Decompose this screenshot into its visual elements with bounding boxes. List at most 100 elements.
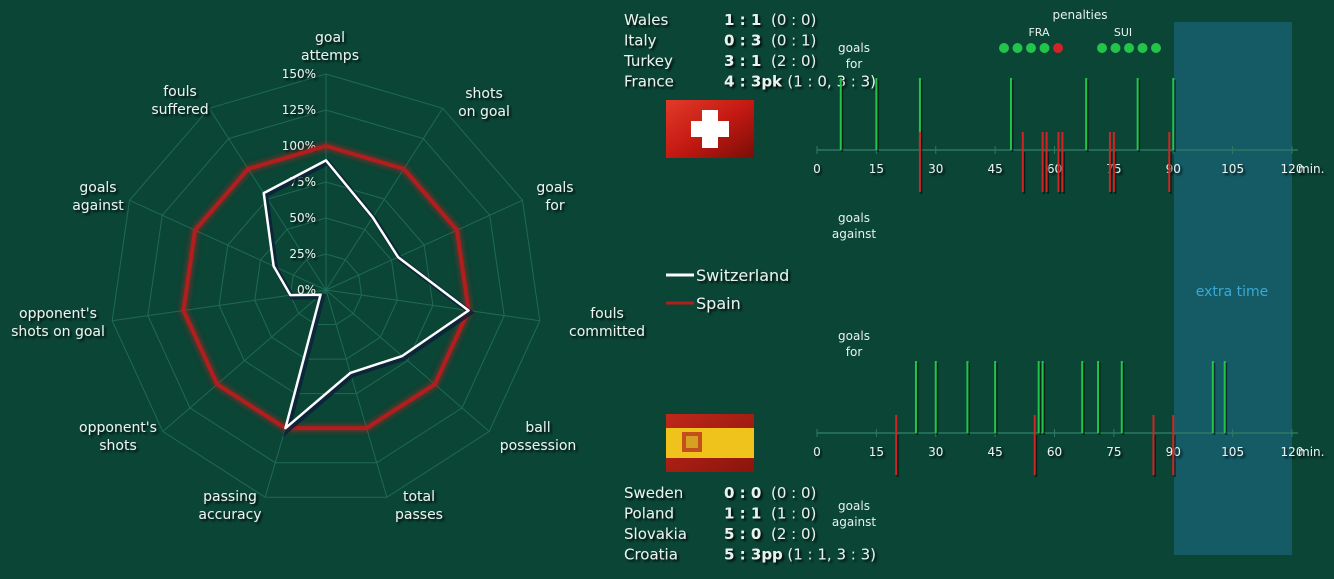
radar-tick-label: 25%	[289, 247, 316, 261]
match-score: 1 : 1	[724, 505, 761, 523]
radar-axis-label-line: for	[545, 198, 564, 214]
radar-axis-label-line: attemps	[301, 48, 359, 64]
penalty-scored-dot	[1012, 43, 1023, 53]
match-team: Italy	[624, 32, 657, 50]
radar-tick-label: 0%	[297, 283, 316, 297]
timeline-tick-label: 90	[1166, 162, 1181, 176]
timeline-tick-label: 45	[987, 162, 1002, 176]
radar-spoke	[325, 289, 540, 322]
radar-axis-label-line: goals	[536, 180, 573, 196]
penalty-scored-dot	[1124, 43, 1134, 53]
radar-axis-label-line: passing	[203, 489, 257, 505]
radar-axis-label-line: total	[403, 489, 435, 505]
radar-axis-label-line: on goal	[458, 104, 510, 120]
radar-axis-label: shots on goal	[458, 86, 510, 120]
radar-axis-label-line: shots	[99, 438, 137, 454]
legend-spain-label: Spain	[696, 294, 741, 313]
penalty-scored-dot	[1110, 43, 1121, 53]
match-detail: (1 : 1, 3 : 3)	[787, 546, 876, 564]
radar-series-switzerland	[262, 159, 470, 430]
radar-series	[180, 142, 475, 438]
radar-axis-label-line: opponent's	[79, 420, 157, 436]
radar-grid	[111, 73, 541, 498]
radar-axis-label-line: goal	[315, 30, 345, 46]
sui-goals-against-label: goals against	[832, 211, 877, 241]
extra-time-band	[1174, 22, 1292, 555]
timeline-tick-label: 0	[813, 445, 821, 459]
penalty-scored-dot	[999, 43, 1009, 53]
switzerland-flag	[666, 100, 754, 158]
radar-axis-label-line: passes	[395, 507, 443, 523]
timeline-tick-label: 105	[1221, 162, 1244, 176]
timeline-unit: min.	[1298, 162, 1324, 176]
match-detail: (2 : 0)	[771, 525, 816, 543]
radar-axis-label: opponent's shots	[79, 420, 157, 454]
match-score: 5 : 0	[724, 525, 761, 543]
match-team: Slovakia	[624, 525, 687, 543]
penalty-scored-dot	[1097, 43, 1107, 53]
penalties: penalties FRA SUI	[999, 8, 1161, 53]
penalty-scored-dot	[1151, 43, 1161, 53]
radar-axis-label-line: fouls	[590, 306, 624, 322]
radar-axis-label-line: shots	[465, 86, 503, 102]
extra-time-label: extra time	[1196, 284, 1269, 300]
match-detail: (0 : 0)	[771, 484, 816, 502]
radar-chart: 0%25%50%75%100%125%150% goal attempsshots…	[11, 30, 645, 523]
match-team: Wales	[624, 11, 668, 29]
radar-ring	[254, 217, 398, 360]
radar-spoke	[325, 199, 523, 291]
timeline-tick-label: 30	[928, 445, 943, 459]
match-team: Croatia	[624, 546, 678, 564]
esp-goals-for-label: goals for	[838, 329, 870, 359]
radar-ring	[289, 253, 363, 326]
radar-spoke	[325, 289, 490, 432]
radar-axis-label-line: possession	[500, 438, 577, 454]
match-score: 5 : 3pp	[724, 546, 783, 564]
timeline-tick-label: 120	[1281, 445, 1304, 459]
radar-axis-label: goals against	[72, 180, 124, 214]
radar-tick-label: 50%	[289, 211, 316, 225]
radar-axis-label-line: shots on goal	[11, 324, 105, 340]
radar-axis-label: fouls committed	[569, 306, 645, 340]
match-score: 0 : 0	[724, 484, 761, 502]
timeline-tick-label: 120	[1281, 162, 1304, 176]
timeline-tick-label: 30	[928, 162, 943, 176]
switzerland-timeline: 0153045607590105120min.	[813, 78, 1324, 194]
radar-axis-label-line: ball	[525, 420, 550, 436]
match-team: France	[624, 73, 674, 91]
penalties-title: penalties	[1053, 8, 1108, 22]
match-detail: (1 : 0)	[771, 505, 816, 523]
switzerland-match-list: Wales 1 : 1 (0 : 0) Italy 0 : 3 (0 : 1) Turkey…	[623, 11, 876, 91]
radar-tick-labels: 0%25%50%75%100%125%150%	[282, 67, 316, 297]
radar-spoke	[325, 108, 444, 291]
legend: Switzerland Spain	[666, 266, 789, 313]
penalties-sui-label: SUI	[1114, 26, 1132, 39]
radar-ring	[147, 109, 505, 464]
radar-axis-label-line: committed	[569, 324, 645, 340]
radar-axis-label: passing accuracy	[198, 489, 261, 523]
radar-axis-label-line: opponent's	[19, 306, 97, 322]
radar-axis-label: ball possession	[500, 420, 577, 454]
match-score: 1 : 1	[724, 11, 761, 29]
match-score: 4 : 3pk	[724, 73, 783, 91]
timeline-tick-label: 75	[1106, 445, 1121, 459]
match-detail: (0 : 1)	[771, 32, 816, 50]
match-detail: (0 : 0)	[771, 11, 816, 29]
esp-goals-against-label: goals against	[832, 499, 877, 529]
timeline-tick-label: 15	[869, 445, 884, 459]
radar-ring	[111, 73, 541, 498]
radar-axis-label-line: accuracy	[198, 507, 261, 523]
penalty-scored-dot	[1039, 43, 1050, 53]
match-team: Poland	[624, 505, 674, 523]
timeline-tick-label: 105	[1221, 445, 1244, 459]
penalty-missed-dot	[1053, 43, 1063, 53]
match-detail: (1 : 0, 3 : 3)	[787, 73, 876, 91]
radar-axis-label: opponent's shots on goal	[11, 306, 105, 340]
timeline-tick-label: 45	[987, 445, 1002, 459]
spain-match-list: Sweden 0 : 0 (0 : 0) Poland 1 : 1 (1 : 0) Slov…	[624, 484, 876, 564]
radar-axis-labels: goal attemps shots on goal goals for fouls comm…	[11, 30, 645, 523]
radar-spoke	[325, 289, 388, 498]
radar-spoke	[162, 289, 327, 432]
match-team: Turkey	[623, 52, 673, 70]
